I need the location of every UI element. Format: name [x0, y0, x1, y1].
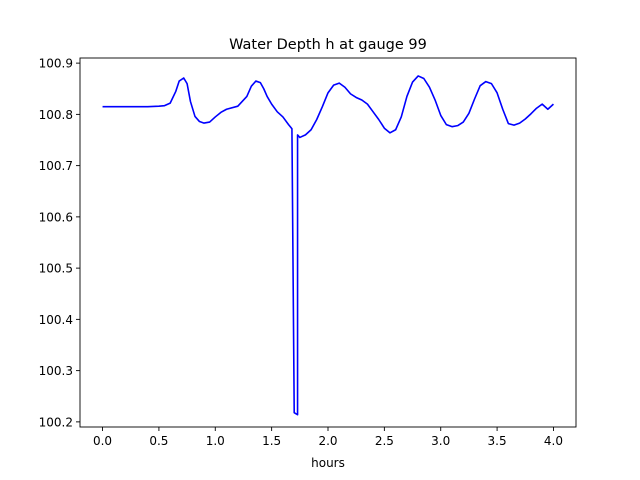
x-tick-label: 2.0	[318, 434, 337, 448]
y-tick-label: 100.9	[39, 57, 73, 71]
x-axis-label: hours	[311, 456, 345, 470]
y-tick-label: 100.8	[39, 108, 73, 122]
y-tick-label: 100.3	[39, 364, 73, 378]
chart-title: Water Depth h at gauge 99	[229, 37, 427, 53]
x-tick-label: 4.0	[544, 434, 563, 448]
x-axis-ticks: 0.0 0.5 1.0 1.5 2.0 2.5 3.0 3.5 4.0	[93, 427, 563, 448]
x-tick-label: 0.0	[93, 434, 112, 448]
y-tick-label: 100.2	[39, 415, 73, 429]
x-tick-label: 2.5	[375, 434, 394, 448]
y-tick-label: 100.5	[39, 262, 73, 276]
x-tick-label: 3.5	[488, 434, 507, 448]
x-tick-label: 3.0	[431, 434, 450, 448]
series-line-0	[102, 75, 554, 416]
y-tick-label: 100.4	[39, 313, 73, 327]
x-tick-label: 1.0	[206, 434, 225, 448]
x-tick-label: 0.5	[149, 434, 168, 448]
y-tick-label: 100.6	[39, 210, 73, 224]
y-axis-ticks: 100.2 100.3 100.4 100.5 100.6 100.7 100.8 100.9	[39, 57, 80, 429]
x-tick-label: 1.5	[262, 434, 281, 448]
y-tick-label: 100.7	[39, 159, 73, 173]
